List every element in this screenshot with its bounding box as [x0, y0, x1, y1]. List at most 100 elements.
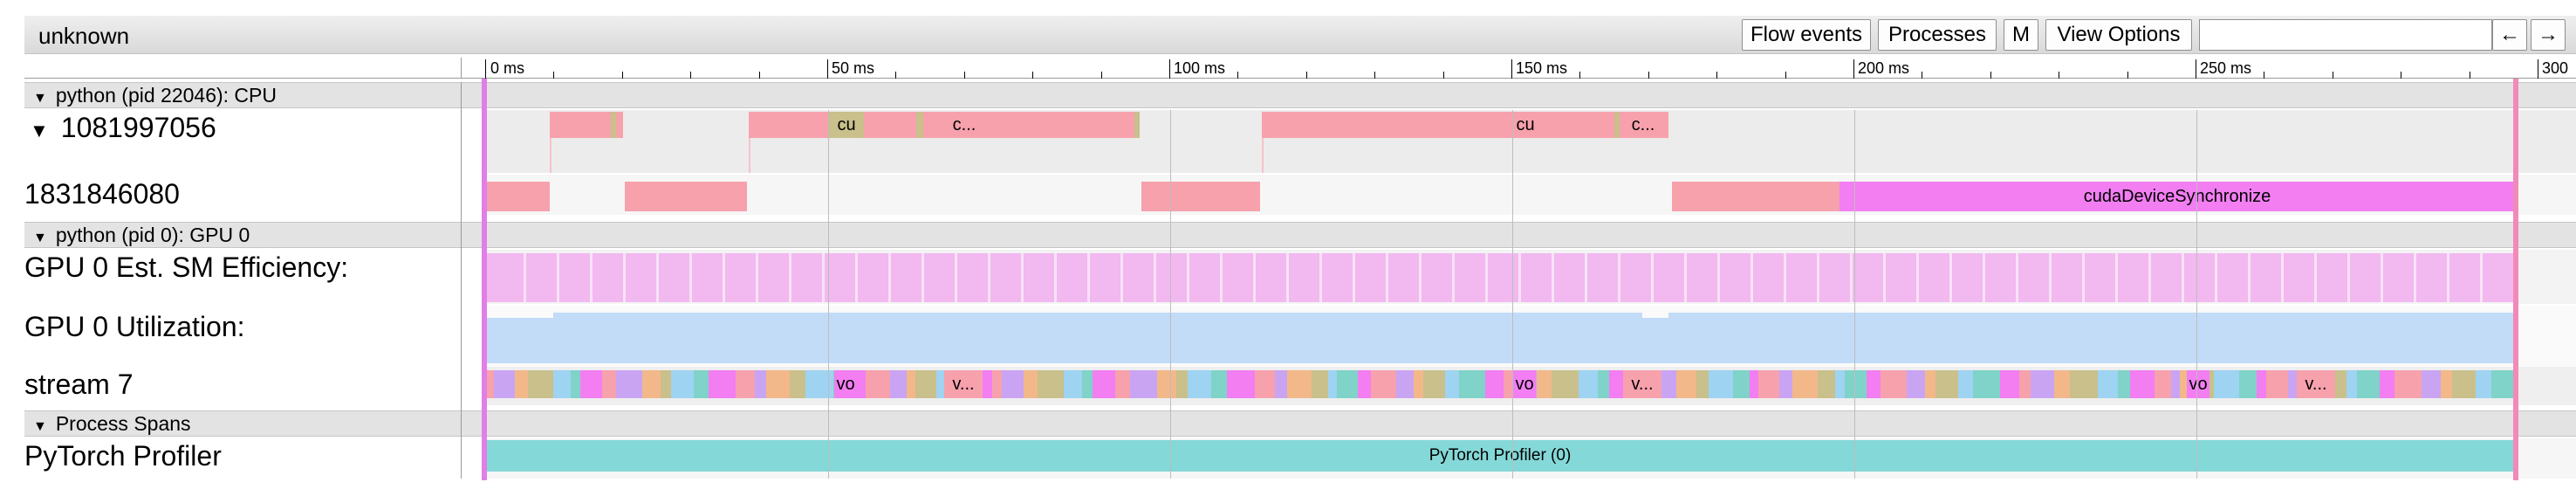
ruler-separator	[461, 58, 462, 79]
sm-efficiency-gap	[1419, 253, 1422, 302]
stream-kernel	[485, 370, 494, 398]
stream-kernel	[1973, 370, 2000, 398]
collapse-arrow-icon[interactable]: ▼	[33, 419, 47, 434]
collapse-arrow-icon[interactable]: ▼	[33, 91, 47, 106]
gridline-200	[1854, 110, 1855, 479]
search-input[interactable]	[2199, 19, 2492, 51]
sm-efficiency-gap	[1286, 253, 1289, 302]
counter-label-sm-efficiency[interactable]: GPU 0 Est. SM Efficiency:	[24, 251, 349, 283]
stream-kernel	[1881, 370, 1907, 398]
process-header-spans[interactable]: ▼ Process Spans	[24, 410, 2576, 437]
process-header-cpu[interactable]: ▼ python (pid 22046): CPU	[24, 82, 2576, 108]
time-ruler[interactable]	[24, 58, 2576, 79]
ruler-tick	[553, 72, 554, 79]
stream-kernel	[1445, 370, 1459, 398]
kernel-vo-3[interactable]: vo	[2187, 370, 2209, 398]
process-header-gpu[interactable]: ▼ python (pid 0): GPU 0	[24, 222, 2576, 248]
cpu-event	[916, 112, 923, 138]
ruler-tick	[622, 72, 623, 79]
stream-kernel	[571, 370, 580, 398]
collapse-arrow-icon[interactable]: ▼	[33, 231, 47, 245]
sm-efficiency-gap	[2347, 253, 2350, 302]
event-cuda-device-synchronize[interactable]: cudaDeviceSynchronize	[1840, 182, 2515, 211]
sm-efficiency-gap	[2016, 253, 2018, 302]
sm-efficiency-gap	[988, 253, 990, 302]
event-cu-2[interactable]: cu	[1508, 112, 1543, 138]
stream-kernel	[915, 370, 936, 398]
cpu-event	[1141, 182, 1260, 211]
stream-kernel	[494, 370, 515, 398]
stream-kernel	[1002, 370, 1024, 398]
gridline-50	[828, 110, 829, 479]
next-arrow-button[interactable]: →	[2531, 19, 2566, 51]
sm-efficiency-gap	[2414, 253, 2416, 302]
stream-label-7[interactable]: stream 7	[24, 369, 134, 400]
kernel-v-3[interactable]: v...	[2297, 370, 2335, 398]
stream-kernel	[1255, 370, 1275, 398]
stream-kernel	[2054, 370, 2070, 398]
range-start-marker[interactable]	[482, 79, 487, 480]
thread-label-1081997056[interactable]: ▼ 1081997056	[24, 112, 216, 144]
stream-kernel	[1115, 370, 1130, 398]
tick-label-300: 300	[2542, 59, 2569, 77]
kernel-vo-1[interactable]: vo	[834, 370, 857, 398]
stream-kernel	[2422, 370, 2441, 398]
ruler-tick	[2127, 72, 2128, 79]
sm-efficiency-gap	[1949, 253, 1952, 302]
sm-efficiency-gap	[1916, 253, 1919, 302]
sm-efficiency-gap	[1750, 253, 1753, 302]
sm-efficiency-gap	[1717, 253, 1720, 302]
stream-kernel	[2476, 370, 2491, 398]
sm-efficiency-gap	[2215, 253, 2217, 302]
sm-efficiency-gap	[888, 253, 891, 302]
flow-events-button[interactable]: Flow events	[1742, 19, 1871, 51]
stream-kernel	[2098, 370, 2118, 398]
stream-kernel	[1709, 370, 1733, 398]
kernel-v-2[interactable]: v...	[1623, 370, 1661, 398]
thread-label-1081997056-text: 1081997056	[60, 112, 216, 143]
sm-efficiency-gap	[1319, 253, 1322, 302]
sm-efficiency-gap	[590, 253, 593, 302]
sm-efficiency-gap	[1850, 253, 1853, 302]
stream-kernel	[1064, 370, 1082, 398]
stream-kernel	[616, 370, 642, 398]
kernel-v-1[interactable]: v...	[944, 370, 983, 398]
span-pytorch-profiler[interactable]: PyTorch Profiler (0)	[485, 440, 2515, 472]
sm-efficiency-gap	[955, 253, 957, 302]
m-button[interactable]: M	[2004, 19, 2038, 51]
sm-efficiency-gap	[1518, 253, 1521, 302]
sm-efficiency-gap	[1187, 253, 1189, 302]
stream-kernel	[2239, 370, 2257, 398]
span-track-label[interactable]: PyTorch Profiler	[24, 440, 222, 472]
kernel-vo-2[interactable]: vo	[1513, 370, 1536, 398]
stream-kernel	[2214, 370, 2239, 398]
stream-kernel	[1867, 370, 1881, 398]
processes-button[interactable]: Processes	[1878, 19, 1997, 51]
sm-efficiency-gap	[1452, 253, 1455, 302]
ruler-tick	[1374, 72, 1375, 79]
sm-efficiency-gap	[1817, 253, 1819, 302]
utilization-fill	[485, 318, 2515, 363]
counter-label-utilization[interactable]: GPU 0 Utilization:	[24, 311, 245, 342]
stream-kernel	[1371, 370, 1396, 398]
view-options-button[interactable]: View Options	[2045, 19, 2192, 51]
sm-efficiency-gap	[1386, 253, 1388, 302]
sm-efficiency-gap	[1220, 253, 1223, 302]
event-c-2[interactable]: c...	[1621, 112, 1665, 138]
event-cu-1[interactable]: cu	[829, 112, 864, 138]
stream-kernel	[755, 370, 766, 398]
ruler-tick	[1237, 72, 1238, 79]
ruler-tick	[1785, 72, 1786, 79]
stream-kernel	[515, 370, 528, 398]
stream-kernel	[602, 370, 616, 398]
event-c-1[interactable]: c...	[942, 112, 986, 138]
ruler-tick	[1648, 72, 1649, 79]
prev-arrow-button[interactable]: ←	[2492, 19, 2527, 51]
ruler-tick	[690, 72, 691, 79]
thread-label-1831846080[interactable]: 1831846080	[24, 178, 180, 210]
expand-arrow-icon[interactable]: ▼	[30, 120, 49, 141]
range-end-marker[interactable]	[2513, 79, 2518, 480]
label-column-separator	[461, 82, 462, 479]
stream-kernel	[1835, 370, 1845, 398]
cpu-event-child	[550, 138, 552, 173]
